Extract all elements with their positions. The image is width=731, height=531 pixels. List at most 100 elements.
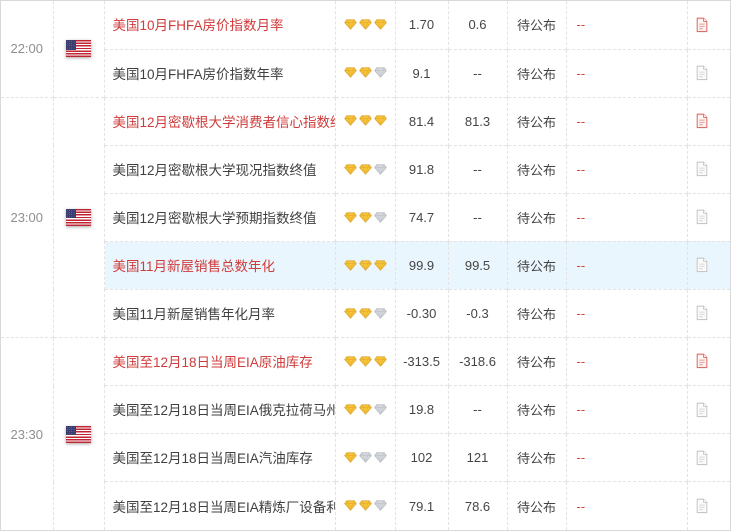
- actual-value-cell: 待公布: [507, 240, 567, 290]
- event-name[interactable]: 美国11月新屋销售总数年化: [112, 258, 276, 274]
- doc-cell: [687, 96, 730, 146]
- forecast-value-cell: --: [448, 144, 508, 194]
- previous-value-cell: 74.7: [395, 192, 449, 242]
- event-name[interactable]: 美国10月FHFA房价指数年率: [112, 66, 284, 82]
- previous-value-cell: 81.4: [395, 96, 449, 146]
- importance-rating: [343, 163, 387, 175]
- revision-cell: --: [566, 1, 688, 50]
- gem-icon: [358, 115, 372, 127]
- calendar-row[interactable]: 美国12月密歇根大学现况指数终值 91.8 -- 待公布 --: [1, 144, 730, 194]
- report-doc-icon[interactable]: [695, 305, 709, 321]
- event-cell: 美国至12月18日当周EIA汽油库存: [104, 433, 336, 482]
- event-cell: 美国12月密歇根大学消费者信心指数终值: [104, 96, 336, 146]
- time-group: 23:30 美国至12月18日当周EIA原油库存 -313.5 -318.6 待公布 -…: [1, 337, 730, 530]
- us-flag-icon: [66, 208, 91, 226]
- doc-cell: [687, 481, 730, 530]
- event-cell: 美国10月FHFA房价指数年率: [104, 48, 336, 98]
- report-doc-icon[interactable]: [695, 257, 709, 273]
- event-name[interactable]: 美国至12月18日当周EIA汽油库存: [112, 451, 313, 467]
- event-name[interactable]: 美国12月密歇根大学现况指数终值: [112, 162, 317, 178]
- forecast-value-cell: 81.3: [448, 96, 508, 146]
- importance-rating: [343, 260, 387, 271]
- flag-canton: [66, 425, 76, 435]
- importance-rating: [343, 308, 387, 319]
- revision-cell: --: [566, 192, 688, 242]
- forecast-value-cell: --: [448, 48, 508, 98]
- importance-rating: [343, 500, 387, 512]
- gem-icon: [358, 211, 372, 223]
- previous-value-cell: 79.1: [395, 481, 449, 530]
- calendar-row[interactable]: 美国10月FHFA房价指数年率 9.1 -- 待公布 --: [1, 48, 730, 98]
- calendar-row[interactable]: 美国11月新屋销售总数年化 99.9 99.5 待公布 --: [1, 240, 730, 290]
- event-cell: 美国至12月18日当周EIA精炼厂设备利用...: [104, 481, 336, 530]
- actual-value-cell: 待公布: [507, 144, 567, 194]
- report-doc-icon[interactable]: [695, 161, 709, 177]
- doc-cell: [687, 1, 730, 49]
- report-doc-icon[interactable]: [695, 450, 709, 466]
- forecast-value-cell: --: [448, 192, 508, 242]
- event-cell: 美国至12月18日当周EIA原油库存: [104, 337, 336, 386]
- gem-icon: [343, 452, 357, 463]
- time-group: 22:00 美国10月FHFA房价指数月率 1.70 0.6 待公布 -- 美国10月F…: [1, 1, 730, 98]
- report-doc-icon[interactable]: [695, 113, 709, 129]
- actual-value-cell: 待公布: [507, 192, 567, 242]
- calendar-row[interactable]: 22:00 美国10月FHFA房价指数月率 1.70 0.6 待公布 --: [1, 1, 730, 98]
- report-doc-icon[interactable]: [695, 209, 709, 225]
- actual-value-cell: 待公布: [507, 385, 567, 434]
- event-name[interactable]: 美国至12月18日当周EIA精炼厂设备利用...: [112, 499, 335, 515]
- gem-icon: [373, 115, 387, 127]
- revision-cell: --: [566, 48, 688, 98]
- revision-cell: --: [566, 240, 688, 290]
- gem-icon: [358, 260, 372, 271]
- calendar-row[interactable]: 美国至12月18日当周EIA汽油库存 102 121 待公布 --: [1, 433, 730, 482]
- calendar-row[interactable]: 美国至12月18日当周EIA俄克拉荷马州库... 19.8--待公布--: [1, 385, 730, 434]
- time-cell: 23:00: [1, 96, 54, 338]
- doc-cell: [687, 144, 730, 194]
- calendar-row[interactable]: 23:00 美国12月密歇根大学消费者信心指数终值 81.4 81.3 待公布 --: [1, 96, 730, 338]
- importance-rating: [343, 67, 387, 79]
- importance-cell: [335, 96, 396, 146]
- doc-cell: [687, 385, 730, 434]
- event-name[interactable]: 美国12月密歇根大学消费者信心指数终值: [112, 114, 335, 130]
- event-cell: 美国10月FHFA房价指数月率: [104, 1, 336, 50]
- gem-icon: [358, 404, 372, 415]
- calendar-row[interactable]: 美国11月新屋销售年化月率 -0.30 -0.3 待公布 --: [1, 288, 730, 338]
- importance-cell: [335, 48, 396, 98]
- event-name[interactable]: 美国12月密歇根大学预期指数终值: [112, 210, 317, 226]
- importance-rating: [343, 19, 387, 30]
- importance-rating: [343, 404, 387, 415]
- report-doc-icon[interactable]: [695, 498, 709, 514]
- gem-icon: [373, 452, 387, 463]
- previous-value-cell: 102: [395, 433, 449, 482]
- importance-cell: [335, 433, 396, 482]
- gem-icon: [343, 163, 357, 175]
- calendar-row[interactable]: 23:30 美国至12月18日当周EIA原油库存 -313.5 -318.6 待公布 -…: [1, 337, 730, 530]
- event-name[interactable]: 美国11月新屋销售年化月率: [112, 307, 276, 323]
- actual-value-cell: 待公布: [507, 433, 567, 482]
- report-doc-icon[interactable]: [695, 402, 709, 418]
- doc-cell: [687, 433, 730, 482]
- time-cell: 22:00: [1, 1, 54, 98]
- previous-value-cell: 99.9: [395, 240, 449, 290]
- gem-icon: [373, 67, 387, 79]
- gem-icon: [343, 404, 357, 415]
- report-doc-icon[interactable]: [695, 353, 709, 369]
- report-doc-icon[interactable]: [695, 65, 709, 81]
- gem-icon: [358, 356, 372, 367]
- report-doc-icon[interactable]: [695, 17, 709, 33]
- calendar-row[interactable]: 美国12月密歇根大学预期指数终值 74.7 -- 待公布 --: [1, 192, 730, 242]
- event-name[interactable]: 美国10月FHFA房价指数月率: [112, 18, 284, 34]
- gem-icon: [358, 308, 372, 319]
- importance-cell: [335, 240, 396, 290]
- gem-icon: [343, 260, 357, 271]
- gem-icon: [373, 19, 387, 30]
- event-name[interactable]: 美国至12月18日当周EIA原油库存: [112, 355, 313, 371]
- forecast-value-cell: 78.6: [448, 481, 508, 530]
- gem-icon: [373, 211, 387, 223]
- gem-icon: [343, 19, 357, 30]
- doc-cell: [687, 192, 730, 242]
- revision-cell: --: [566, 96, 688, 146]
- event-name[interactable]: 美国至12月18日当周EIA俄克拉荷马州库...: [112, 403, 335, 419]
